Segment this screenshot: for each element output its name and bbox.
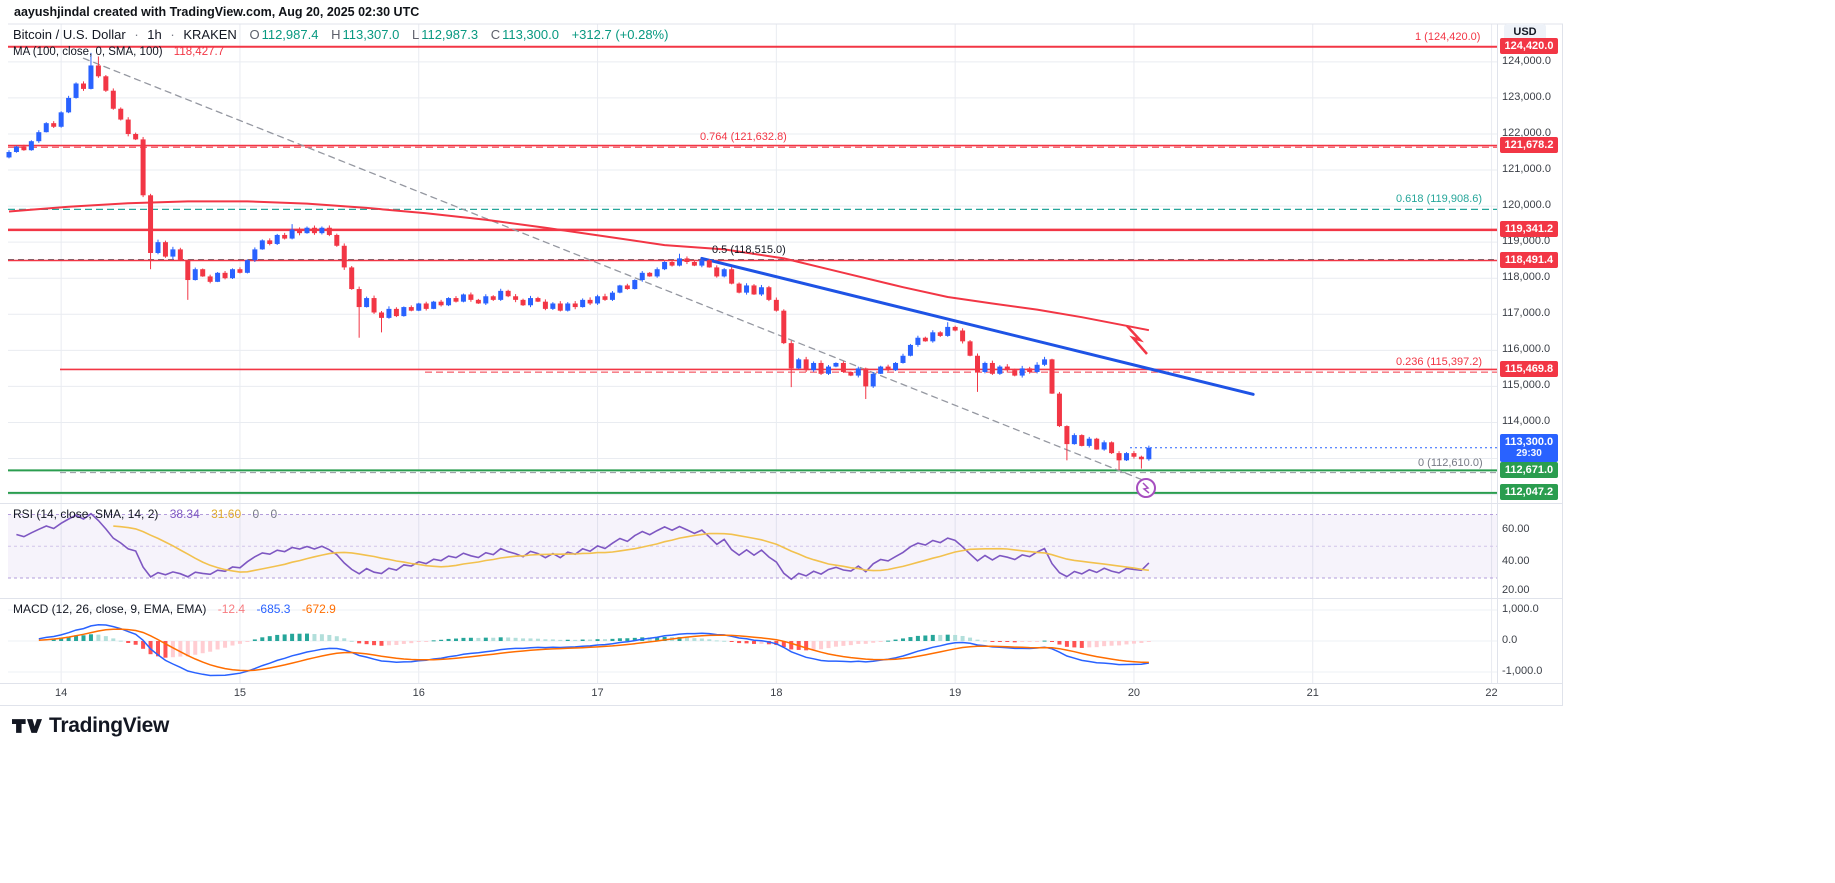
price-axis-badge: 115,469.8 (1500, 360, 1558, 377)
rsi-axis-label: 20.00 (1502, 584, 1530, 597)
time-axis-label: 22 (1485, 687, 1498, 699)
separator-dot: · (134, 27, 139, 42)
ma-100-line (8, 200, 1150, 332)
macd-signal-line (38, 628, 1149, 672)
tradingview-logo[interactable]: TradingView (12, 714, 169, 738)
blue-descending-trendline[interactable] (700, 256, 1255, 396)
horizontal-levels (8, 45, 1497, 494)
symbol-header: Bitcoin / U.S. Dollar · 1h · KRAKEN O 112… (13, 27, 668, 42)
low-letter: L (411, 27, 420, 42)
price-axis-label: 116,000.0 (1502, 343, 1551, 356)
rsi-value: 38.34 (169, 507, 200, 521)
macd-label: MACD (12, 26, close, 9, EMA, EMA) (13, 602, 207, 616)
price-axis-label: 119,000.0 (1502, 235, 1551, 248)
macd-line-value: -685.3 (256, 602, 291, 616)
symbol-name[interactable]: Bitcoin / U.S. Dollar (13, 27, 126, 42)
lightning-mark[interactable] (1126, 325, 1148, 355)
attribution-text: aayushjindal created with TradingView.co… (14, 5, 420, 19)
price-axis-badge: 121,678.2 (1500, 137, 1558, 154)
time-axis-label: 15 (233, 687, 247, 699)
open-letter: O (249, 27, 260, 42)
price-axis-badge: 118,491.4 (1500, 252, 1558, 268)
change-value: +312.7 (+0.28%) (571, 27, 669, 42)
macd-signal-value: -672.9 (301, 602, 336, 616)
high-value: 113,307.0 (342, 27, 400, 42)
gridlines (8, 24, 1497, 683)
rsi-lower-value: 0 (270, 507, 278, 521)
ma-label: MA (100, close, 0, SMA, 100) (13, 46, 163, 58)
ma-value: 118,427.7 (173, 46, 225, 58)
rsi-upper-value: 0 (252, 507, 260, 521)
rsi-ma-line (113, 525, 1150, 573)
fib-level-label: 0 (112,610.0) (1418, 456, 1483, 469)
price-axis-badge: 119,341.2 (1500, 221, 1558, 238)
rsi-indicator-header[interactable]: RSI (14, close, SMA, 14, 2) 38.34 31.60 … (13, 507, 277, 521)
candles (6, 52, 1152, 471)
open-value: 112,987.4 (261, 27, 319, 42)
macd-axis-label: 1,000.0 (1502, 603, 1539, 615)
close-letter: C (490, 27, 501, 42)
rsi-ma-value: 31.60 (211, 507, 242, 521)
time-axis-label: 16 (412, 687, 425, 699)
price-axis-badge: 112,671.0 (1500, 461, 1558, 478)
rsi-line (16, 512, 1150, 581)
price-chart-canvas[interactable] (0, 0, 1565, 710)
price-axis-badge: 113,300.0 29:30 (1500, 433, 1558, 462)
rsi-axis-label: 40.00 (1502, 555, 1530, 568)
price-axis-label: 115,000.0 (1502, 379, 1551, 392)
tradingview-logo-text: TradingView (49, 714, 170, 737)
price-axis-label: 124,000.0 (1502, 54, 1551, 67)
time-axis-label: 20 (1127, 687, 1141, 699)
fib-level-label: 0.764 (121,632.8) (700, 131, 787, 144)
price-axis-label: 117,000.0 (1502, 307, 1551, 320)
bar-countdown: 29:30 (1516, 447, 1542, 459)
fib-level-label: 0.236 (115,397.2) (1396, 356, 1483, 369)
macd-hist-value: -12.4 (217, 602, 246, 616)
separator-dot: · (170, 27, 175, 42)
time-axis-label: 18 (770, 687, 783, 699)
rsi-axis-label: 60.00 (1502, 523, 1530, 536)
price-axis-label: 114,000.0 (1502, 415, 1551, 428)
tradingview-logo-icon (12, 719, 42, 733)
macd-line (38, 623, 1150, 677)
macd-axis-label: -1,000.0 (1502, 665, 1543, 677)
high-letter: H (331, 27, 341, 42)
macd-axis-label: 0.0 (1502, 634, 1518, 646)
exchange-label: KRAKEN (183, 27, 237, 42)
price-axis-label: 118,000.0 (1502, 271, 1551, 284)
currency-toggle[interactable]: USD (1504, 24, 1546, 41)
close-value: 113,300.0 (502, 27, 559, 42)
fib-level-label: 0.618 (119,908.6) (1396, 193, 1483, 206)
macd-indicator-header[interactable]: MACD (12, 26, close, 9, EMA, EMA) -12.4 … (13, 602, 336, 616)
price-axis-label: 122,000.0 (1502, 126, 1551, 139)
time-axis-label: 14 (55, 687, 68, 699)
time-axis-label: 19 (949, 687, 962, 699)
fib-level-label: 0.5 (118,515.0) (712, 243, 786, 256)
price-axis-label: 120,000.0 (1502, 199, 1551, 212)
ma-indicator-header[interactable]: MA (100, close, 0, SMA, 100) 118,427.7 (13, 46, 224, 58)
circle-em-glyph (1142, 482, 1150, 494)
rsi-label: RSI (14, close, SMA, 14, 2) (13, 507, 159, 521)
time-axis-label: 17 (591, 687, 604, 699)
gray-dashed-trendline[interactable] (82, 57, 1143, 481)
price-axis-badge: 124,420.0 (1500, 38, 1558, 55)
price-axis-badge: 112,047.2 (1500, 484, 1558, 501)
price-axis-label: 121,000.0 (1502, 163, 1551, 176)
macd-histogram (51, 633, 1151, 658)
low-value: 112,987.3 (421, 27, 479, 42)
interval-label[interactable]: 1h (147, 27, 162, 42)
price-axis-label: 123,000.0 (1502, 90, 1551, 103)
time-axis-label: 21 (1306, 687, 1319, 699)
fib-level-label: 1 (124,420.0) (1415, 30, 1481, 43)
